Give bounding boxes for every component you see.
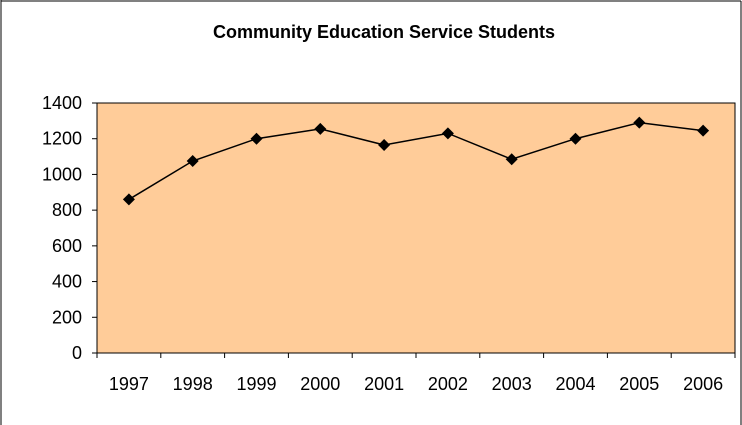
x-tick-label: 1998 xyxy=(173,374,213,394)
x-tick-label: 2005 xyxy=(619,374,659,394)
data-point-marker xyxy=(314,122,327,135)
y-tick-label: 1000 xyxy=(42,164,82,184)
x-tick-label: 2006 xyxy=(683,374,723,394)
x-tick-label: 1999 xyxy=(236,374,276,394)
data-point-marker xyxy=(569,132,582,145)
x-axis-ticks: 1997 1998 1999 2000 2001 2002 2003 2004 2005 2006 xyxy=(96,353,736,394)
y-tick-label: 400 xyxy=(52,272,82,292)
y-tick-label: 1200 xyxy=(42,129,82,149)
y-tick-label: 1400 xyxy=(42,93,82,113)
data-point-marker xyxy=(186,155,199,168)
series-line xyxy=(128,121,704,201)
data-point-marker xyxy=(441,127,454,140)
data-point-marker xyxy=(697,124,710,137)
data-point-marker xyxy=(505,153,518,166)
x-tick-label: 2000 xyxy=(300,374,340,394)
data-point-marker xyxy=(378,138,391,151)
data-point-marker xyxy=(250,132,263,145)
x-tick-label: 1997 xyxy=(109,374,149,394)
y-tick-label: 800 xyxy=(52,200,82,220)
plot-area xyxy=(96,102,736,354)
data-point-marker xyxy=(122,193,135,206)
series-layer xyxy=(122,116,710,206)
y-axis-ticks: 0 200 400 600 800 1000 1200 1400 xyxy=(42,93,97,363)
chart-title: Community Education Service Students xyxy=(213,22,555,42)
x-tick-label: 2004 xyxy=(555,374,595,394)
y-tick-label: 0 xyxy=(72,343,82,363)
data-point-marker xyxy=(633,116,646,129)
x-tick-label: 2002 xyxy=(428,374,468,394)
y-tick-label: 200 xyxy=(52,307,82,327)
y-tick-label: 600 xyxy=(52,236,82,256)
x-tick-label: 2001 xyxy=(364,374,404,394)
x-tick-label: 2003 xyxy=(492,374,532,394)
